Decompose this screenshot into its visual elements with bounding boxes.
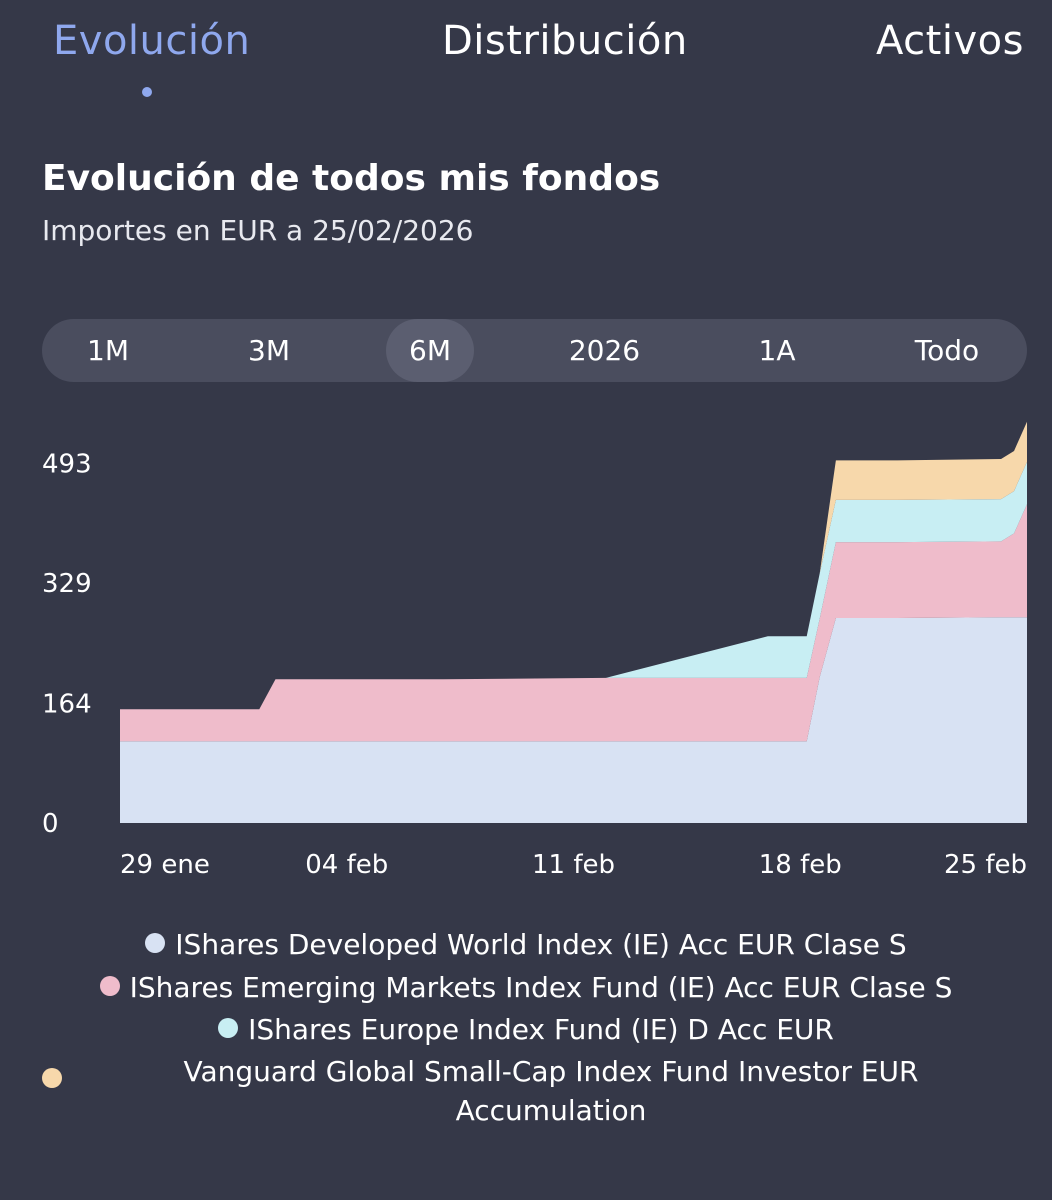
tab-distribucion[interactable]: Distribución: [442, 18, 688, 64]
legend-dot-europe: [218, 1018, 239, 1038]
period-6m-button[interactable]: 6M: [386, 319, 474, 382]
legend-label: IShares Developed World Index (IE) Acc E…: [175, 928, 907, 961]
legend-label: IShares Europe Index Fund (IE) D Acc EUR: [248, 1013, 834, 1046]
area-series-2: [120, 504, 1027, 742]
legend-label: Vanguard Global Small-Cap Index Fund Inv…: [183, 1055, 919, 1088]
area-series-1: [120, 617, 1027, 823]
period-2026-button[interactable]: 2026: [568, 334, 641, 367]
y-tick-label: 0: [42, 809, 59, 839]
x-tick-label: 11 feb: [532, 850, 615, 880]
period-1a-button[interactable]: 1A: [758, 334, 796, 367]
legend-item-vanguard-small-cap: Vanguard Global Small-Cap Index Fund Inv…: [0, 1055, 1052, 1127]
legend-dot-vanguard-small-cap: [42, 1068, 62, 1088]
page-title: Evolución de todos mis fondos: [42, 158, 661, 199]
x-tick-label: 04 feb: [305, 850, 388, 880]
y-tick-label: 493: [42, 449, 92, 479]
tab-activos[interactable]: Activos: [876, 18, 1024, 64]
active-tab-indicator: [142, 87, 152, 97]
y-tick-label: 164: [42, 689, 92, 719]
x-tick-label: 29 ene: [120, 850, 210, 880]
legend-label-continued: Accumulation: [455, 1094, 647, 1127]
period-1m-button[interactable]: 1M: [87, 334, 129, 367]
legend-label: IShares Emerging Markets Index Fund (IE)…: [129, 971, 953, 1004]
area-series-3: [120, 461, 1027, 710]
page-subtitle: Importes en EUR a 25/02/2026: [42, 214, 474, 247]
period-selector: 1M 3M 6M 2026 1A Todo: [42, 319, 1027, 382]
x-tick-label: 25 feb: [944, 850, 1027, 880]
tab-evolucion[interactable]: Evolución: [53, 18, 251, 64]
legend-dot-developed-world: [145, 933, 166, 953]
y-tick-label: 329: [42, 569, 92, 599]
legend-item-emerging-markets: IShares Emerging Markets Index Fund (IE)…: [0, 971, 1052, 1004]
stacked-area-chart: 493 329 164 0 29 ene 04 feb 11 feb 18 feb 25 feb: [42, 421, 1027, 880]
legend-dot-emerging-markets: [99, 976, 120, 996]
x-tick-label: 18 feb: [759, 850, 842, 880]
period-3m-button[interactable]: 3M: [248, 334, 290, 367]
period-todo-button[interactable]: Todo: [914, 334, 980, 367]
legend-item-developed-world: IShares Developed World Index (IE) Acc E…: [0, 928, 1052, 961]
legend-item-europe: IShares Europe Index Fund (IE) D Acc EUR: [0, 1013, 1052, 1046]
